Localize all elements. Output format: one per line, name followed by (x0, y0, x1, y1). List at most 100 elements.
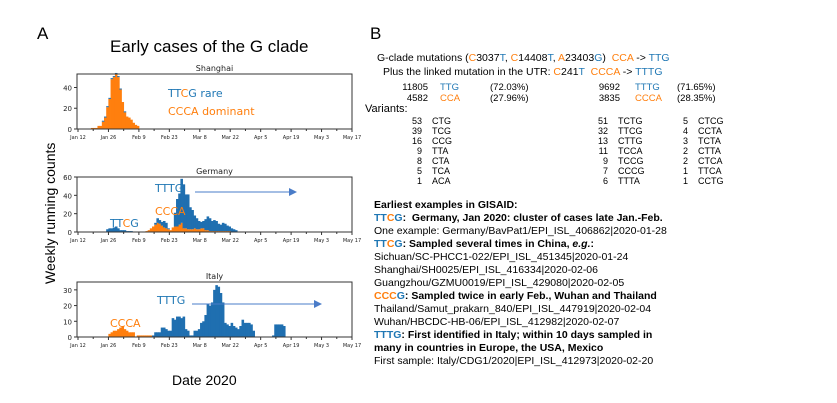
x-tick-label: Feb 23 (161, 238, 178, 244)
bar-tttg (276, 324, 280, 337)
bar-ccca (112, 330, 116, 337)
bar-tttg (197, 329, 201, 337)
bar-tttg-ttcg (123, 230, 127, 232)
bar-tttg (219, 293, 223, 337)
variant-count: 2 (682, 146, 688, 156)
text: G (394, 212, 403, 224)
x-tick-label: Apr 5 (254, 135, 267, 141)
bar-tttg (165, 329, 168, 337)
bar-ccca (204, 230, 207, 232)
cccg-example: Wuhan/HBCDC-HB-06/EPI_ISL_412982|2020-02… (374, 316, 620, 328)
bar-tttg (217, 286, 221, 337)
variant-count: 16 (411, 136, 422, 146)
bar-tttg-ttcg (186, 194, 190, 230)
bar-ccca (182, 228, 186, 232)
bar-tttg (158, 332, 162, 337)
bar-tttg-ttcg (160, 221, 164, 226)
bar-ccca (136, 335, 140, 337)
bar-ccca (180, 222, 183, 232)
variants-label: Variants: (365, 103, 408, 115)
bar-ccca (149, 335, 153, 337)
bar-ccca (123, 329, 127, 337)
bar-ccca (145, 335, 149, 337)
summary-row: 11805 TTG (72.03%) 9692 TTTG (71.65%) (400, 82, 716, 93)
variant-haplotype: TTTA (618, 176, 640, 186)
bar-tttg-ttcg (154, 222, 157, 225)
bar-tttg-ttcg (121, 230, 125, 232)
haplotype: TTG (440, 82, 459, 93)
bar-tttg-ttcg (200, 221, 203, 229)
bar-ttcg (112, 76, 116, 78)
variant-count: 51 (597, 116, 608, 126)
chart-shanghai: Shanghai 0 20 40 Jan 12 Jan 26 Feb 9 Feb 23 Mar … (63, 64, 361, 141)
panel-a-title: Early cases of the G clade (110, 37, 309, 56)
bar-tttg-ttcg (228, 226, 231, 232)
bar-tttg-ttcg (117, 228, 120, 232)
text: 23403 (565, 52, 595, 64)
bar-tttg (272, 335, 275, 337)
tttg-example: First sample: Italy/CDG1/2020|EPI_ISL_41… (374, 355, 654, 367)
variant-haplotype: TCTG (618, 116, 643, 126)
bar-tttg (206, 304, 210, 337)
bar-tttg-ttcg (213, 220, 216, 232)
variant-haplotype: TCCA (618, 146, 643, 156)
bar-tttg-ttcg (180, 178, 183, 223)
bar-ccca (110, 79, 114, 129)
bar-ccca (110, 332, 114, 337)
bar-ccca (176, 226, 179, 232)
text: T (547, 52, 553, 64)
bar-ccca (106, 107, 109, 129)
y-tick-label: 40 (63, 192, 72, 200)
y-tick-label: 0 (68, 334, 72, 342)
bar-tttg-ttcg (234, 230, 238, 232)
bar-tttg-ttcg (165, 222, 168, 229)
text: CCCA (590, 66, 620, 78)
x-tick-label: Mar 8 (193, 343, 207, 349)
text: T (578, 66, 585, 78)
bar-ccca (156, 222, 159, 232)
bar-tttg (245, 322, 249, 337)
bar-tttg (252, 330, 255, 337)
text: CCA (611, 52, 634, 64)
bar-ccca (125, 330, 129, 337)
bar-ccca (132, 122, 135, 129)
bar-tttg-ttcg (230, 228, 234, 232)
bar-ccca (167, 229, 170, 232)
bar-ccca (178, 224, 181, 232)
bar-tttg (200, 322, 203, 337)
x-tick-label: Jan 12 (69, 343, 86, 349)
bar-tttg (282, 326, 286, 337)
variant-haplotype: TCG (432, 126, 451, 136)
bar-tttg (232, 326, 236, 337)
bar-tttg (173, 319, 177, 337)
g-clade-mutations-line: G-clade mutations (C3037T, C14408T, A234… (377, 52, 670, 65)
bar-ccca (138, 335, 142, 337)
variant-count: 9 (602, 156, 608, 166)
bar-tttg (202, 321, 205, 337)
bar-tttg-ttcg (112, 227, 116, 232)
bar-ccca (143, 335, 146, 337)
annotation-label: TTCG rare (167, 87, 223, 100)
bar-tttg-ttcg (217, 223, 221, 232)
variant-haplotype: TTCA (698, 166, 722, 176)
annotation-label: CCCA dominant (168, 105, 255, 118)
percent: (71.65%) (677, 82, 716, 93)
bar-ccca (114, 74, 118, 129)
x-tick-label: Apr 5 (254, 238, 267, 244)
bar-ttcg (104, 116, 107, 118)
variant-haplotype: CTTG (618, 136, 643, 146)
variant-count: 3 (682, 136, 688, 146)
text: C (386, 238, 395, 250)
bar-ccca (112, 77, 116, 129)
y-tick-label: 30 (63, 287, 72, 295)
percent: (27.96%) (490, 93, 529, 104)
bar-ccca (160, 225, 164, 232)
bar-ttcg (110, 78, 114, 80)
bar-ccca (152, 226, 155, 232)
bar-ccca (128, 332, 131, 337)
bar-tttg-ttcg (224, 223, 227, 232)
bar-tttg-ttcg (108, 228, 111, 232)
text: TTTG (374, 329, 402, 341)
chart-italy: Italy 0 10 20 30 Jan 12 Jan 26 Feb 9 Feb 23 Mar 8… (63, 272, 361, 349)
bar-ccca (165, 228, 168, 232)
